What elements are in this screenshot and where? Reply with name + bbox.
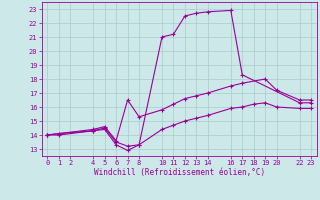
X-axis label: Windchill (Refroidissement éolien,°C): Windchill (Refroidissement éolien,°C) xyxy=(94,168,265,177)
